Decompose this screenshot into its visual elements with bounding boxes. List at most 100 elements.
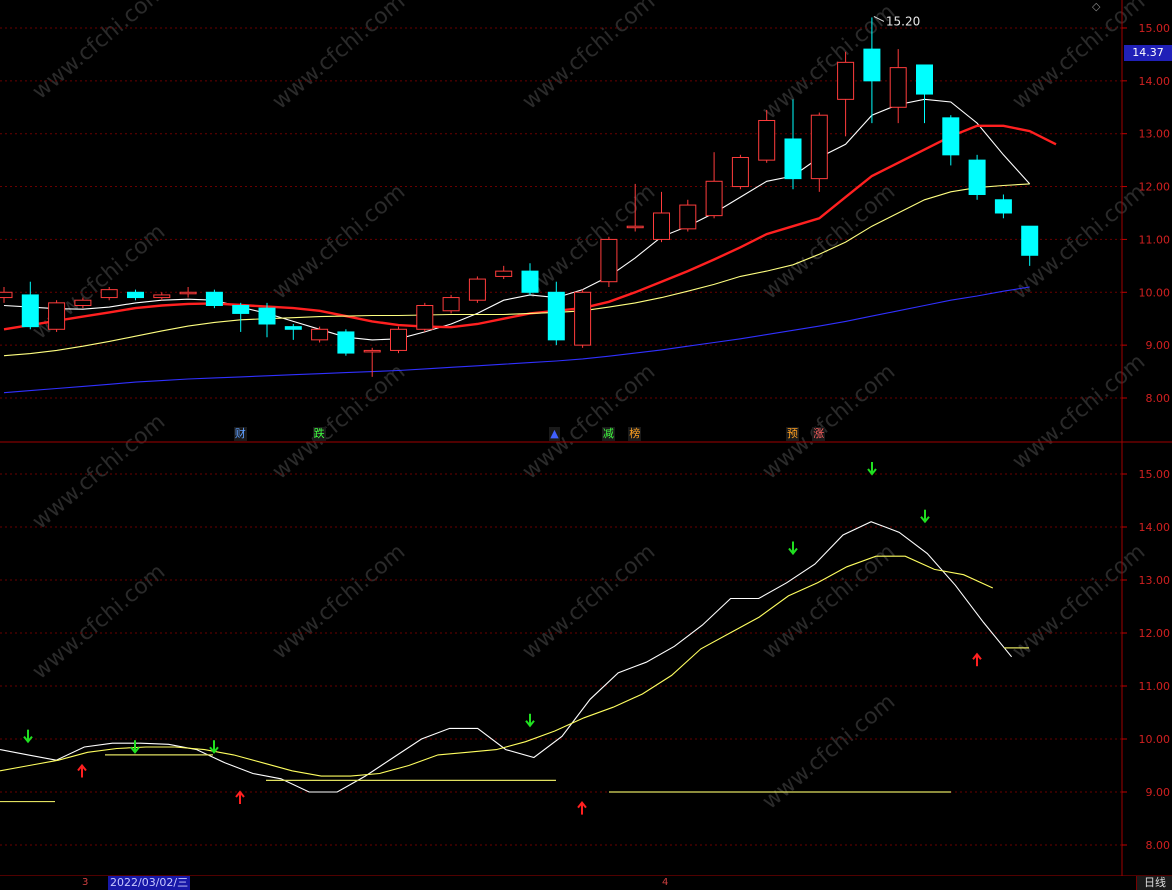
indicator-tick-label: 11.00 bbox=[1139, 680, 1171, 693]
watermark-text: www.cfchi.com bbox=[28, 409, 170, 534]
indicator-tick-label: 12.00 bbox=[1139, 627, 1171, 640]
event-marker[interactable]: 涨 bbox=[812, 427, 826, 441]
period-label[interactable]: 日线 bbox=[1136, 876, 1172, 890]
candle-body bbox=[284, 326, 302, 330]
main-tick-label: 14.00 bbox=[1139, 75, 1171, 88]
candle-body bbox=[574, 291, 592, 346]
candle-body bbox=[127, 291, 144, 299]
down-arrow-icon bbox=[23, 729, 33, 744]
candle-body bbox=[311, 328, 329, 341]
down-arrow-icon bbox=[867, 462, 877, 476]
indicator-tick-label: 13.00 bbox=[1139, 574, 1171, 587]
watermark-text: www.cfchi.com bbox=[268, 179, 410, 304]
event-marker[interactable]: 减 bbox=[601, 427, 615, 441]
main-tick-label: 10.00 bbox=[1139, 286, 1171, 299]
candle-body bbox=[363, 349, 381, 353]
indicator-tick-label: 10.00 bbox=[1139, 733, 1171, 746]
indicator-tick-label: 8.00 bbox=[1146, 839, 1171, 852]
down-arrow-icon bbox=[525, 713, 535, 728]
candlestick-series: 15.20 bbox=[0, 14, 1039, 377]
indicator-line-0 bbox=[0, 521, 1013, 793]
up-arrow-icon bbox=[235, 790, 245, 804]
candle-body bbox=[0, 291, 13, 299]
watermark-text: www.cfchi.com bbox=[518, 359, 660, 484]
indicator-line-1 bbox=[0, 555, 994, 777]
candle-body bbox=[337, 331, 355, 354]
watermark-layer: www.cfchi.com www.cfchi.com www.cfchi.com w… bbox=[28, 0, 1150, 815]
candle-body bbox=[48, 302, 66, 330]
candle-body bbox=[179, 291, 197, 295]
main-tick-label: 9.00 bbox=[1146, 339, 1171, 352]
candle-body bbox=[626, 225, 644, 229]
high-annotation-pointer bbox=[873, 15, 885, 22]
candle-body bbox=[653, 212, 670, 240]
watermark-text: www.cfchi.com bbox=[268, 0, 410, 115]
candle-body bbox=[21, 294, 39, 328]
candle-body bbox=[100, 289, 118, 299]
indicator-tick-label: 14.00 bbox=[1139, 521, 1171, 534]
watermark-text: www.cfchi.com bbox=[1008, 349, 1150, 474]
watermark-text: www.cfchi.com bbox=[758, 359, 900, 484]
event-marker[interactable]: 预 bbox=[786, 427, 799, 441]
event-marker[interactable]: 财 bbox=[233, 427, 247, 441]
candle-body bbox=[942, 117, 960, 156]
main-tick-label: 15.00 bbox=[1139, 22, 1171, 35]
watermark-text: www.cfchi.com bbox=[28, 0, 170, 105]
time-axis bbox=[0, 876, 1172, 890]
watermark-text: www.cfchi.com bbox=[268, 359, 410, 484]
watermark-text: www.cfchi.com bbox=[758, 689, 900, 814]
up-arrow-icon bbox=[577, 800, 587, 815]
down-arrow-icon bbox=[920, 509, 930, 524]
candle-body bbox=[863, 48, 881, 82]
down-arrow-icon bbox=[130, 740, 140, 754]
candle-body bbox=[442, 297, 460, 312]
indicator-panel bbox=[0, 462, 1029, 815]
current-price-label: 14.37 bbox=[1124, 45, 1172, 61]
down-arrow-icon bbox=[209, 740, 219, 754]
watermark-text: www.cfchi.com bbox=[268, 539, 410, 664]
candle-body bbox=[916, 64, 933, 95]
event-marker[interactable]: ▲ bbox=[549, 427, 560, 441]
candle-body bbox=[758, 119, 776, 161]
candle-body bbox=[521, 270, 539, 293]
watermark-text: www.cfchi.com bbox=[1008, 539, 1150, 664]
candle-body bbox=[153, 294, 171, 299]
up-arrow-icon bbox=[972, 652, 982, 667]
main-ma-line-3 bbox=[3, 286, 1030, 394]
candle-body bbox=[731, 156, 749, 188]
candle-body bbox=[468, 278, 486, 301]
diamond-icon[interactable]: ◇ bbox=[1092, 0, 1101, 13]
cursor-date-label: 2022/03/02/三 bbox=[108, 876, 191, 890]
event-marker[interactable]: 榜 bbox=[628, 427, 642, 441]
watermark-text: www.cfchi.com bbox=[758, 179, 900, 304]
candle-body bbox=[495, 270, 513, 277]
main-tick-label: 12.00 bbox=[1139, 181, 1171, 194]
candle-body bbox=[232, 304, 250, 314]
up-arrow-icon bbox=[77, 763, 87, 778]
watermark-text: www.cfchi.com bbox=[28, 559, 170, 684]
main-tick-label: 13.00 bbox=[1139, 128, 1171, 141]
watermark-text: www.cfchi.com bbox=[518, 0, 660, 115]
candle-body bbox=[258, 307, 276, 325]
main-ma-line-0 bbox=[3, 98, 1031, 341]
watermark-text: www.cfchi.com bbox=[518, 539, 660, 664]
candle-body bbox=[416, 304, 434, 330]
main-ma-line-2 bbox=[3, 183, 1030, 357]
candle-body bbox=[74, 299, 92, 306]
indicator-tick-label: 9.00 bbox=[1146, 786, 1171, 799]
candle-body bbox=[547, 291, 565, 341]
candle-body bbox=[1021, 225, 1039, 256]
month-label-mar: 3 bbox=[82, 877, 89, 888]
down-arrow-icon bbox=[788, 541, 798, 556]
candle-body bbox=[889, 67, 907, 108]
indicator-tick-label: 15.00 bbox=[1139, 468, 1171, 481]
candle-body bbox=[784, 138, 802, 180]
candle-body bbox=[205, 291, 223, 306]
main-moving-averages bbox=[3, 98, 1057, 394]
candle-body bbox=[994, 199, 1012, 214]
event-marker[interactable]: 跌 bbox=[312, 427, 326, 441]
candle-body bbox=[837, 61, 855, 100]
month-label-apr: 4 bbox=[662, 877, 669, 888]
